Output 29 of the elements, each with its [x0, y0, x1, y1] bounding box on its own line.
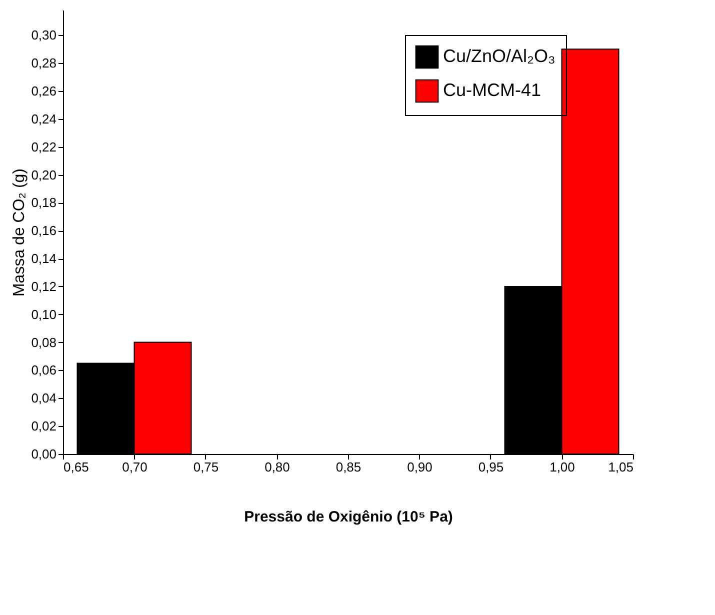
y-tick-label: 0,18 — [31, 195, 56, 210]
x-tick-label: 0,75 — [193, 460, 219, 474]
x-tick-label: 0,85 — [336, 460, 362, 474]
y-tick-label: 0,14 — [31, 251, 56, 266]
x-tick-label: 0,80 — [264, 460, 290, 474]
y-tick-label: 0,10 — [31, 306, 56, 322]
y-tick-label: 0,06 — [31, 362, 56, 378]
y-tick-label: 0,08 — [31, 334, 56, 350]
y-tick-label: 0,24 — [31, 111, 56, 126]
y-tick-label: 0,12 — [31, 278, 56, 294]
y-tick-label: 0,02 — [31, 418, 56, 434]
y-tick-label: 0,26 — [31, 83, 56, 98]
y-tick-label: 0,22 — [31, 139, 56, 154]
x-tick-label: 1,05 — [608, 460, 634, 474]
legend-label: Cu/ZnO/Al₂O₃ — [443, 46, 556, 66]
y-tick-label: 0,28 — [31, 56, 56, 71]
y-tick-label: 0,04 — [31, 390, 56, 406]
y-tick-label: 0,00 — [31, 446, 56, 462]
legend-label: Cu-MCM-41 — [443, 80, 542, 100]
x-tick-label: 0,90 — [407, 460, 432, 474]
x-tick-label: 0,70 — [122, 460, 148, 474]
x-tick-label: 0,65 — [64, 460, 89, 474]
x-tick-label: 0,95 — [478, 460, 504, 474]
y-tick-label: 0,20 — [31, 167, 56, 182]
x-tick-label: 1,00 — [550, 460, 575, 474]
y-tick-label: 0,30 — [31, 28, 56, 43]
y-axis-title: Massa de CO₂ (g) — [11, 168, 28, 297]
x-axis-title: Pressão de Oxigênio (10⁵ Pa) — [244, 508, 453, 526]
y-tick-label: 0,16 — [31, 223, 56, 238]
